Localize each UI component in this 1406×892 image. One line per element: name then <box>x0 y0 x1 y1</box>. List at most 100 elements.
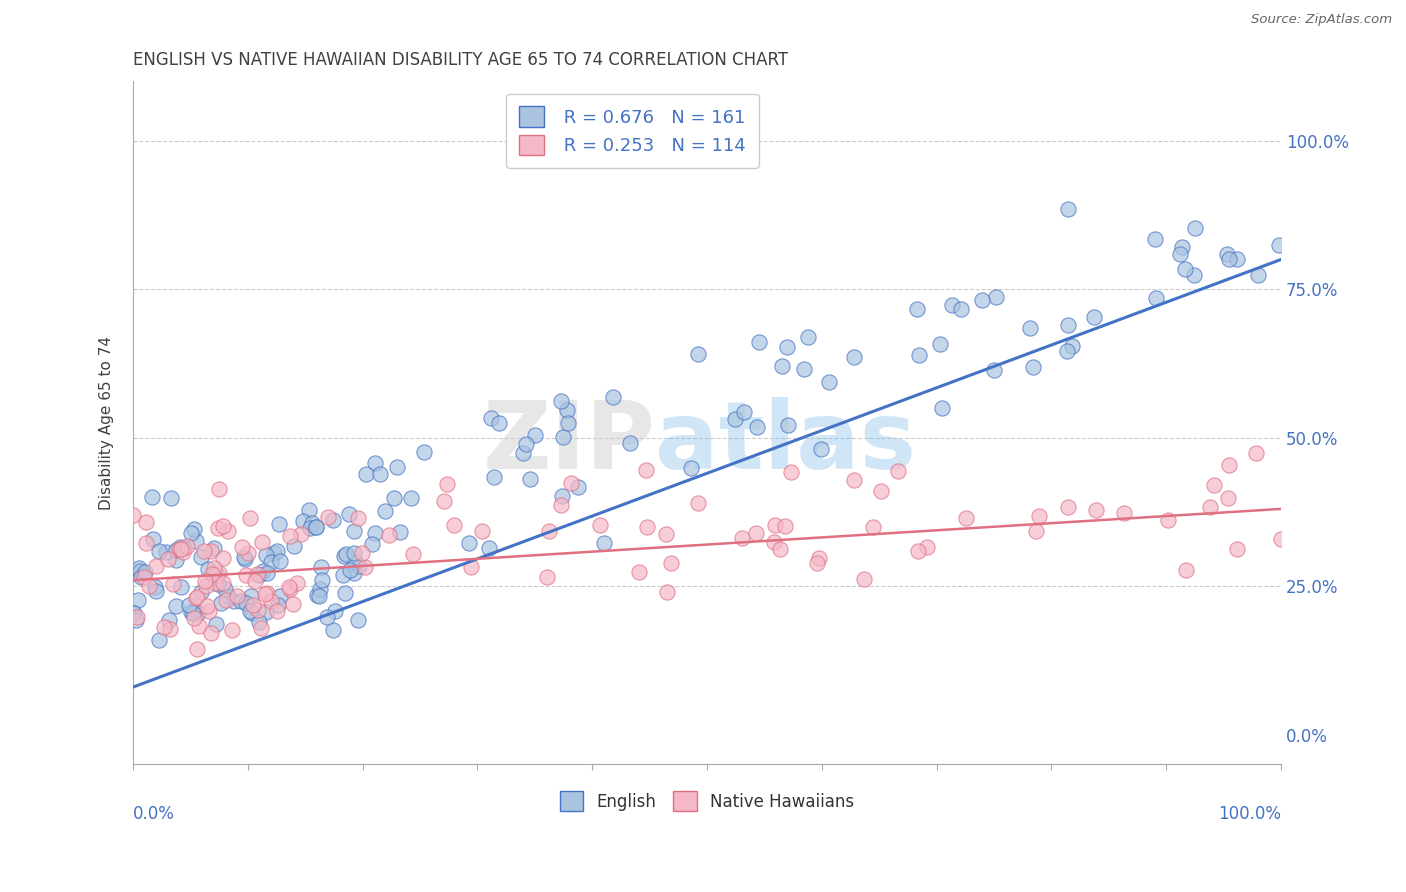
Point <box>122 508 145 522</box>
Point <box>246 566 269 581</box>
Point <box>745 420 768 434</box>
Point <box>385 460 408 475</box>
Point <box>322 513 344 527</box>
Point <box>363 525 385 540</box>
Point <box>240 606 263 620</box>
Point <box>235 568 257 582</box>
Point <box>135 515 157 529</box>
Point <box>905 301 928 316</box>
Point <box>134 566 156 580</box>
Point <box>1144 291 1167 305</box>
Point <box>360 536 382 550</box>
Point <box>337 508 360 522</box>
Point <box>745 526 768 541</box>
Point <box>1057 202 1080 216</box>
Point <box>186 590 208 604</box>
Point <box>602 390 624 404</box>
Point <box>197 604 219 618</box>
Point <box>1247 268 1270 282</box>
Point <box>239 604 262 618</box>
Point <box>309 559 332 574</box>
Point <box>202 561 225 575</box>
Point <box>347 613 370 627</box>
Point <box>1216 247 1239 261</box>
Point <box>267 598 290 612</box>
Point <box>364 456 387 470</box>
Point <box>269 554 291 568</box>
Point <box>333 586 356 600</box>
Point <box>193 544 215 558</box>
Point <box>254 586 277 600</box>
Point <box>780 465 803 479</box>
Point <box>169 541 191 556</box>
Point <box>246 603 269 617</box>
Point <box>290 527 312 541</box>
Point <box>254 548 277 562</box>
Point <box>194 578 217 592</box>
Point <box>769 541 792 556</box>
Point <box>202 541 225 555</box>
Point <box>233 552 256 566</box>
Point <box>1226 542 1249 557</box>
Point <box>1199 500 1222 514</box>
Point <box>239 510 262 524</box>
Point <box>247 567 270 582</box>
Point <box>138 579 160 593</box>
Point <box>193 574 215 588</box>
Point <box>471 524 494 538</box>
Point <box>260 555 283 569</box>
Point <box>252 565 274 579</box>
Point <box>125 613 148 627</box>
Point <box>162 577 184 591</box>
Point <box>1268 238 1291 252</box>
Point <box>402 547 425 561</box>
Point <box>733 405 755 419</box>
Point <box>187 607 209 621</box>
Point <box>515 437 537 451</box>
Point <box>254 605 277 619</box>
Point <box>247 615 270 630</box>
Point <box>862 519 884 533</box>
Point <box>460 559 482 574</box>
Point <box>806 556 828 570</box>
Point <box>155 544 177 558</box>
Point <box>655 526 678 541</box>
Point <box>1056 344 1078 359</box>
Point <box>307 588 329 602</box>
Point <box>412 445 434 459</box>
Point <box>224 593 246 607</box>
Point <box>1019 321 1042 335</box>
Point <box>316 509 339 524</box>
Point <box>249 621 271 635</box>
Point <box>212 576 235 591</box>
Point <box>217 589 239 603</box>
Point <box>301 516 323 530</box>
Point <box>207 521 229 535</box>
Point <box>242 598 264 612</box>
Point <box>298 503 321 517</box>
Point <box>1083 310 1105 325</box>
Point <box>870 484 893 499</box>
Point <box>374 504 396 518</box>
Point <box>382 491 405 506</box>
Point <box>1060 339 1083 353</box>
Point <box>972 293 994 307</box>
Point <box>238 546 260 560</box>
Point <box>1244 446 1267 460</box>
Point <box>122 606 145 620</box>
Point <box>183 522 205 536</box>
Point <box>887 464 910 478</box>
Point <box>309 582 332 596</box>
Point <box>122 606 145 620</box>
Point <box>252 535 274 549</box>
Point <box>208 566 231 580</box>
Y-axis label: Disability Age 65 to 74: Disability Age 65 to 74 <box>100 335 114 510</box>
Point <box>240 589 263 603</box>
Point <box>187 619 209 633</box>
Point <box>688 346 710 360</box>
Point <box>260 594 283 608</box>
Text: ENGLISH VS NATIVE HAWAIIAN DISABILITY AGE 65 TO 74 CORRELATION CHART: ENGLISH VS NATIVE HAWAIIAN DISABILITY AG… <box>134 51 789 69</box>
Point <box>173 541 195 556</box>
Point <box>127 610 149 624</box>
Point <box>1174 563 1197 577</box>
